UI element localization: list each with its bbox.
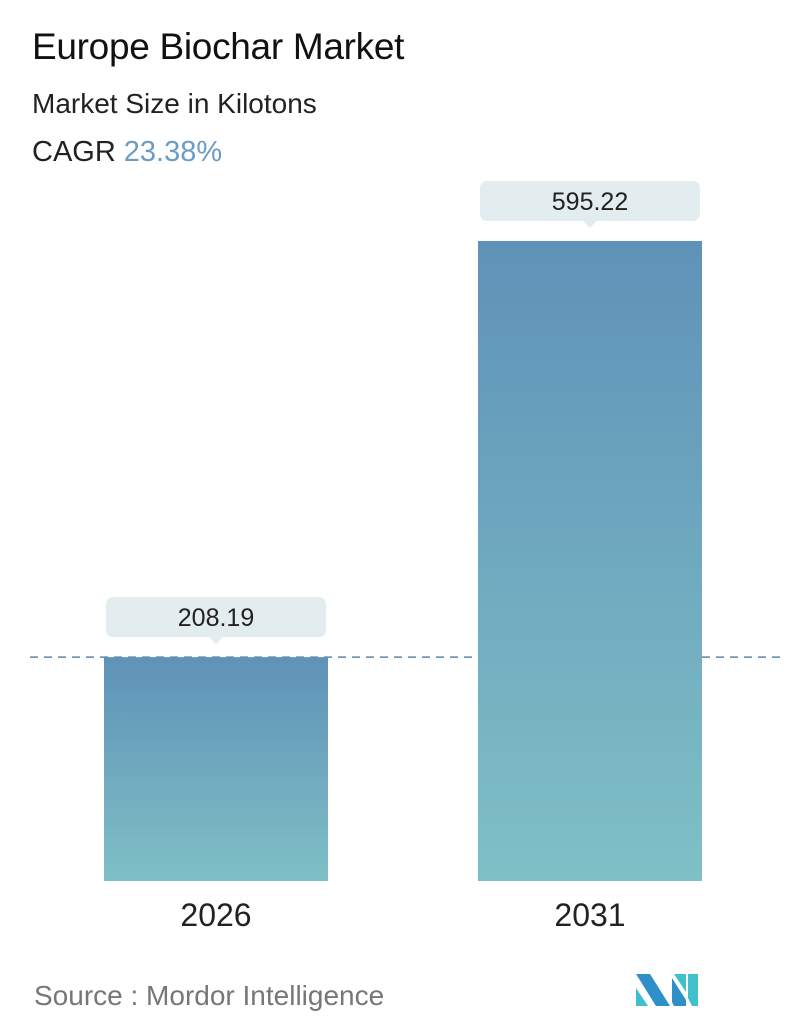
chart-subtitle: Market Size in Kilotons [32,88,317,119]
data-label-bubble [480,181,700,221]
bar-2026 [104,657,328,881]
cagr: CAGR 23.38% [32,136,222,169]
data-label-pointer [583,221,597,228]
bar-2031 [478,241,702,881]
mordor-intelligence-logo [636,974,698,1006]
data-label-pointer [209,637,223,645]
cagr-label: CAGR [32,136,116,168]
x-tick-label: 2031 [554,897,625,933]
data-label-bubble [106,597,326,638]
source-text: Source : Mordor Intelligence [34,980,385,1011]
cagr-value: 23.38% [123,136,223,168]
page-title: Europe Biochar Market [32,26,405,67]
data-label: 208.19 [178,604,254,632]
bar-chart: 208.19 2026 595.22 2031 [30,181,780,933]
data-label: 595.22 [552,188,628,216]
x-tick-label: 2026 [180,897,251,933]
